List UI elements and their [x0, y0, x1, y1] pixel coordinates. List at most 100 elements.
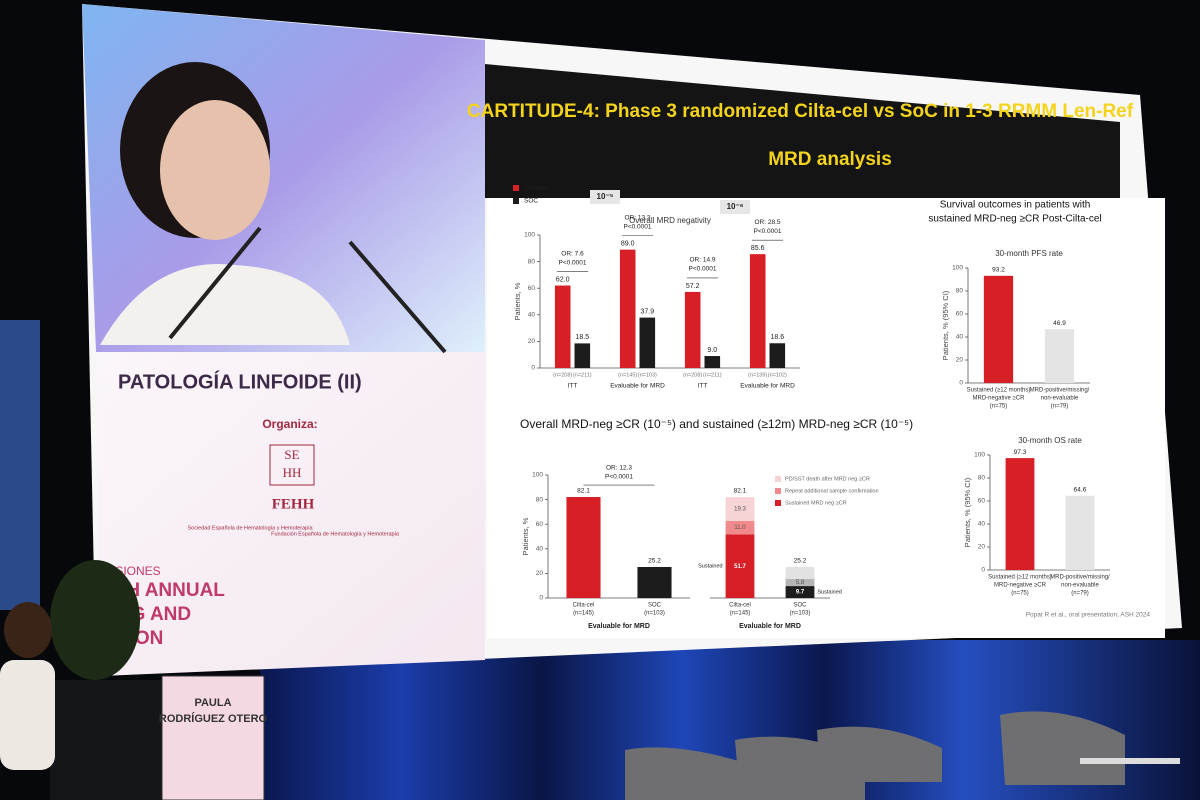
- value-label: 62.0: [556, 276, 570, 283]
- bar-segment: [725, 497, 755, 521]
- bar-segment: [785, 567, 815, 579]
- x-tick-label: Sustained (≥12 months): [988, 575, 1052, 581]
- legend-swatch: [775, 476, 781, 482]
- annotation: P<0.0001: [558, 259, 586, 266]
- bar: [704, 356, 721, 368]
- y-axis-label: Patients, %: [521, 517, 530, 555]
- annotation: OR: 13.3: [624, 214, 650, 221]
- n-label: (n=145): [618, 372, 637, 378]
- y-tick-label: 0: [959, 380, 963, 387]
- y-axis-label: Patients, % (95% CI): [941, 290, 950, 360]
- x-tick-label: Cilta-cel: [729, 603, 751, 609]
- value-label: 18.6: [770, 334, 784, 341]
- value-label: 97.3: [1014, 449, 1027, 456]
- x-tick-label: SOC: [648, 603, 662, 609]
- legend-swatch: [513, 198, 519, 204]
- legend-swatch: [775, 500, 781, 506]
- bar: [684, 291, 701, 368]
- legend-swatch: [513, 185, 519, 191]
- logo-box: [269, 444, 315, 486]
- y-tick-label: 80: [528, 258, 536, 265]
- survival-header: sustained MRD-neg ≥CR Post-Cilta-cel: [928, 214, 1101, 225]
- chart-title: 30-month PFS rate: [995, 249, 1063, 258]
- chair: [817, 726, 942, 782]
- y-tick-label: 20: [956, 357, 964, 364]
- y-tick-label: 80: [978, 475, 986, 482]
- x-tick-label: non-evaluable: [1041, 396, 1079, 402]
- footnote: Popat R et al., oral presentation, ASH 2…: [1026, 612, 1151, 619]
- annotation: OR: 28.5: [754, 219, 780, 226]
- y-tick-label: 100: [974, 452, 985, 459]
- value-label: 37.9: [640, 308, 654, 315]
- bar: [1065, 495, 1095, 570]
- segment-label: 19.3: [734, 507, 746, 513]
- y-tick-label: 80: [956, 288, 964, 295]
- x-tick-label: (n=79): [1051, 404, 1069, 410]
- y-tick-label: 40: [536, 546, 544, 553]
- x-tick-label: (n=75): [990, 404, 1008, 410]
- value-label: 85.6: [751, 245, 765, 252]
- bar: [574, 343, 591, 368]
- society: Sociedad Española de Hematología y Hemot…: [187, 525, 313, 531]
- slide-title: CARTITUDE-4: Phase 3 randomized Cilta-ce…: [467, 101, 1134, 122]
- logo: HH: [283, 465, 302, 480]
- x-axis-label: Evaluable for MRD: [588, 623, 650, 630]
- y-tick-label: 100: [952, 265, 963, 272]
- value-label: 57.2: [686, 283, 700, 290]
- podium-name: PAULA: [194, 697, 231, 709]
- chair: [1000, 711, 1125, 785]
- segment-label: 11.0: [734, 525, 746, 531]
- y-tick-label: 60: [536, 521, 544, 528]
- x-tick-label: SOC: [793, 603, 807, 609]
- n-label: (n=208): [553, 372, 572, 378]
- y-tick-label: 20: [528, 338, 536, 345]
- value-label: 9.0: [707, 347, 717, 354]
- threshold-label: 10⁻⁶: [727, 202, 744, 211]
- y-tick-label: 40: [528, 312, 536, 319]
- annotation: OR: 7.6: [561, 250, 584, 257]
- y-tick-label: 100: [524, 232, 535, 239]
- annotation: P<0.0001: [753, 228, 781, 235]
- bar: [1005, 458, 1035, 570]
- logo: SE: [284, 447, 299, 462]
- bar-segment: [725, 520, 755, 535]
- x-tick-label: Evaluable for MRD: [610, 383, 665, 390]
- y-axis-label: Patients, %: [513, 282, 522, 320]
- y-tick-label: 80: [536, 496, 544, 503]
- lectern: [50, 680, 170, 800]
- annotation: OR: 14.9: [689, 257, 715, 264]
- podium-name: RODRÍGUEZ OTERO: [159, 712, 268, 725]
- y-tick-label: 40: [956, 334, 964, 341]
- y-tick-label: 0: [531, 365, 535, 372]
- value-label: 25.2: [648, 558, 661, 565]
- annotation: P<0.0001: [605, 474, 633, 481]
- x-tick-label: Cilta-cel: [573, 603, 595, 609]
- n-label: (n=211): [703, 372, 722, 378]
- session-title: PATOLOGÍA LINFOIDE (II): [118, 370, 362, 393]
- legend-label: Sustained MRD neg ≥CR: [785, 500, 847, 506]
- bar: [639, 317, 656, 368]
- y-axis-label: Patients, % (95% CI): [963, 477, 972, 547]
- side-table: [1080, 758, 1180, 764]
- bar: [619, 249, 636, 368]
- segment-label: 51.7: [734, 564, 746, 570]
- threshold-label: 10⁻⁵: [597, 192, 614, 201]
- org: FEHH: [272, 496, 315, 512]
- slide-subtitle: MRD analysis: [768, 149, 892, 170]
- x-tick-label: ITT: [698, 383, 708, 390]
- chair: [625, 747, 760, 800]
- legend-swatch: [775, 488, 781, 494]
- legend-label: SOC: [524, 198, 538, 205]
- threshold-box: [590, 190, 620, 204]
- side-screen: [0, 320, 40, 610]
- annotation: P<0.0001: [688, 266, 716, 273]
- n-label: (n=103): [638, 372, 657, 378]
- bar: [769, 343, 786, 368]
- threshold-box: [720, 200, 750, 214]
- survival-header: Survival outcomes in patients with: [940, 200, 1091, 211]
- bar: [554, 285, 571, 368]
- y-tick-label: 100: [532, 472, 543, 479]
- n-label: (n=211): [573, 372, 592, 378]
- chart-title: 30-month OS rate: [1018, 436, 1082, 445]
- legend-label: Cilta-cel: [524, 185, 548, 192]
